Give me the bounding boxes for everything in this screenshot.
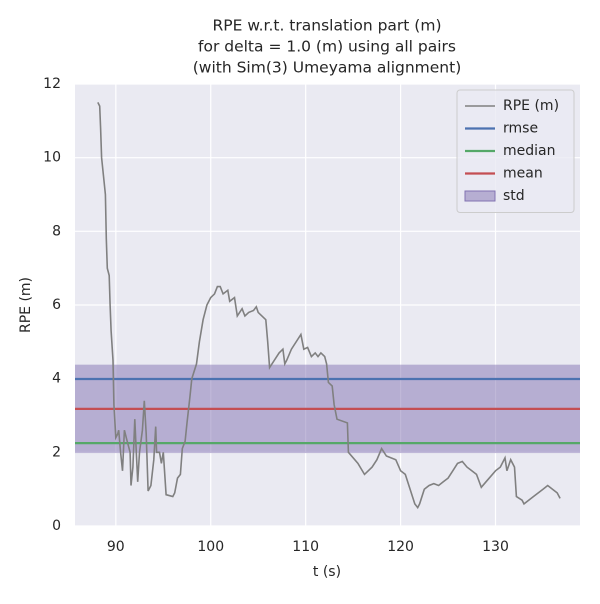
y-tick-label: 6 (52, 297, 61, 313)
y-tick-label: 12 (43, 76, 61, 92)
x-axis-label: t (s) (313, 564, 341, 580)
legend-label: rmse (503, 121, 538, 137)
title-line: RPE w.r.t. translation part (m) (212, 17, 441, 35)
title-line: for delta = 1.0 (m) using all pairs (198, 38, 456, 56)
y-tick-label: 2 (52, 444, 61, 460)
y-tick-label: 10 (43, 150, 61, 166)
legend-label: std (503, 188, 525, 204)
y-tick-label: 8 (52, 223, 61, 239)
legend: RPE (m) rmse median mean std (456, 89, 575, 213)
y-tick-label: 0 (52, 518, 61, 534)
x-tick-label: 90 (107, 539, 125, 555)
title-line: (with Sim(3) Umeyama alignment) (193, 59, 462, 77)
legend-label: median (503, 143, 555, 159)
legend-box (456, 89, 575, 213)
y-axis-label: RPE (m) (18, 277, 34, 333)
x-tick-label: 120 (387, 539, 414, 555)
x-tick-label: 110 (292, 539, 319, 555)
x-tick-label: 100 (197, 539, 224, 555)
legend-swatch (464, 190, 496, 202)
legend-label: RPE (m) (503, 98, 559, 114)
rpe-line (97, 102, 561, 510)
marks (75, 102, 580, 510)
x-tick-label: 130 (482, 539, 509, 555)
y-tick-label: 4 (52, 371, 61, 387)
legend-label: mean (503, 166, 543, 182)
